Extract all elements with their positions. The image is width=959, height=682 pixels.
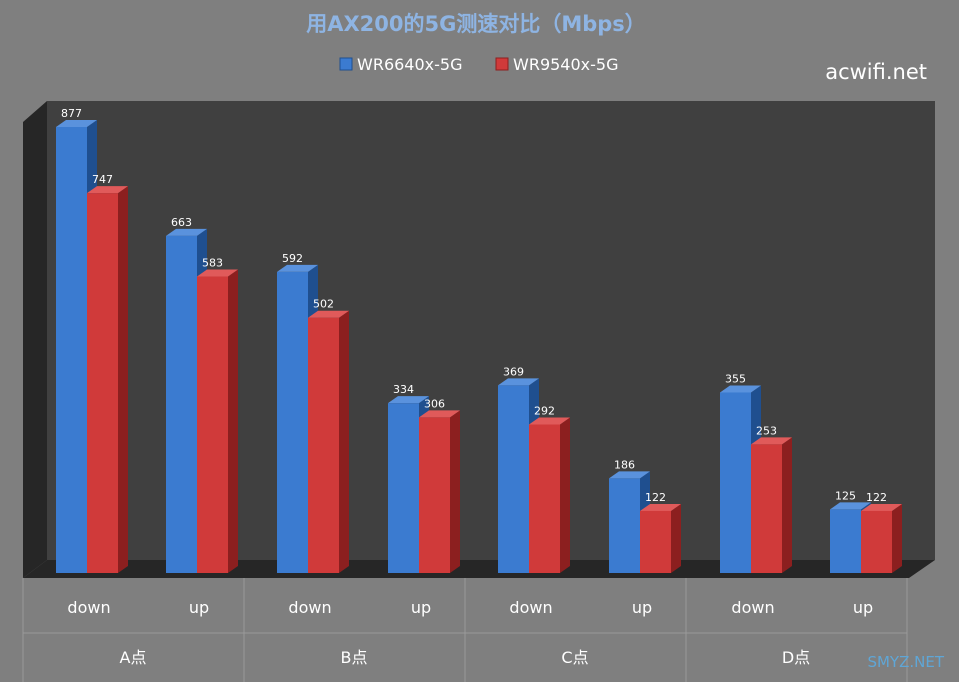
value-label-2-4: 292 (534, 405, 555, 418)
value-label-2-5: 122 (645, 491, 666, 504)
floor (23, 560, 935, 578)
value-label-2-0: 747 (92, 173, 113, 186)
bar-2-4 (529, 417, 570, 573)
group-label-1: B点 (341, 648, 368, 667)
category-labels: down up down up down up down up A点 B点 C点 D点 (67, 598, 873, 667)
category-label-1: up (189, 598, 209, 617)
value-label-1-1: 663 (171, 216, 192, 229)
value-label-2-3: 306 (424, 397, 445, 410)
bar-2-3 (419, 410, 460, 573)
group-label-3: D点 (782, 648, 810, 667)
legend-label-series-1: WR6640x-5G (357, 55, 462, 74)
legend-swatch-series-1 (339, 57, 353, 71)
group-label-2: C点 (561, 648, 588, 667)
chart-title: 用AX200的5G测速对比（Mbps） (306, 12, 646, 36)
watermark-smyz: SMYZ.NET (867, 653, 944, 671)
watermark-acwifi: acwifi.net (825, 60, 927, 84)
category-label-2: down (288, 598, 331, 617)
legend: WR6640x-5G WR9540x-5G (339, 55, 618, 74)
side-wall (23, 101, 47, 578)
value-label-1-6: 355 (725, 372, 746, 385)
bars-layer: 877 747 663 583 592 502 334 306 369 292 186 122 355 2… (56, 107, 902, 573)
value-label-2-1: 583 (202, 257, 223, 270)
category-label-5: up (632, 598, 652, 617)
category-axis (22, 578, 908, 682)
value-label-2-6: 253 (756, 424, 777, 437)
bar-2-0 (87, 186, 128, 573)
group-label-0: A点 (120, 648, 147, 667)
value-label-1-5: 186 (614, 458, 635, 471)
value-label-2-7: 122 (866, 491, 887, 504)
value-label-1-4: 369 (503, 365, 524, 378)
bar-2-1 (197, 269, 238, 573)
bar-2-6 (751, 437, 792, 573)
bar-2-7 (861, 503, 902, 573)
value-label-1-7: 125 (835, 489, 856, 502)
value-label-1-0: 877 (61, 107, 82, 120)
bar-2-2 (308, 310, 349, 573)
bar-1-6 (720, 385, 761, 573)
value-label-1-2: 592 (282, 252, 303, 265)
category-label-4: down (509, 598, 552, 617)
category-label-7: up (853, 598, 873, 617)
category-label-3: up (411, 598, 431, 617)
category-label-0: down (67, 598, 110, 617)
category-label-6: down (731, 598, 774, 617)
legend-label-series-2: WR9540x-5G (513, 55, 618, 74)
bar-2-5 (640, 503, 681, 573)
legend-swatch-series-2 (495, 57, 509, 71)
back-wall (47, 101, 935, 560)
value-label-2-2: 502 (313, 298, 334, 311)
value-label-1-3: 334 (393, 383, 414, 396)
